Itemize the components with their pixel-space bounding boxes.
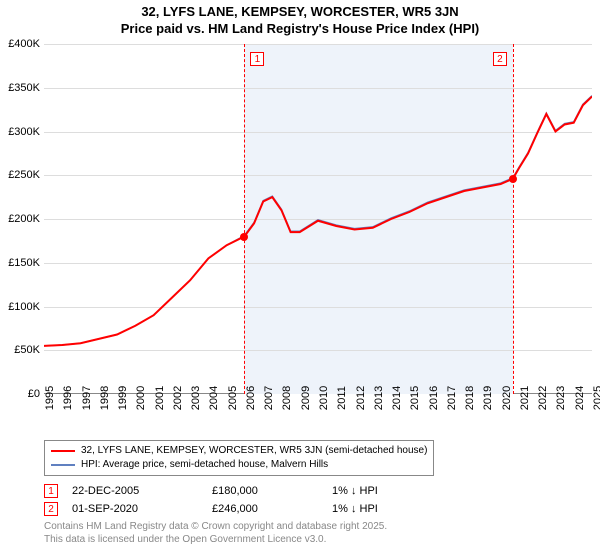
legend-label-property: 32, LYFS LANE, KEMPSEY, WORCESTER, WR5 3… [81,444,427,458]
x-tick-label: 1997 [81,386,93,410]
series-line-property [44,97,592,346]
event-marker-2: 2 [44,502,58,516]
chart-title-1: 32, LYFS LANE, KEMPSEY, WORCESTER, WR5 3… [0,4,600,21]
legend-swatch-hpi [51,464,75,466]
plot-region: 12 [44,44,592,394]
y-tick-label: £250K [8,169,40,181]
event-row-2: 2 01-SEP-2020 £246,000 1% ↓ HPI [44,502,592,516]
line-series-svg [44,44,592,394]
event-dot-2 [509,175,517,183]
event-marker-1: 1 [44,484,58,498]
y-tick-label: £0 [28,388,40,400]
event-marker-label-1: 1 [250,52,264,66]
event-price-2: £246,000 [212,503,332,515]
event-dot-1 [240,233,248,241]
chart-title-2: Price paid vs. HM Land Registry's House … [0,21,600,38]
x-tick-label: 2007 [263,386,275,410]
y-tick-label: £400K [8,38,40,50]
y-tick-label: £300K [8,126,40,138]
x-tick-label: 2018 [464,386,476,410]
x-tick-label: 2002 [172,386,184,410]
x-tick-label: 2005 [227,386,239,410]
x-tick-label: 2015 [409,386,421,410]
x-tick-label: 2001 [154,386,166,410]
x-tick-label: 1995 [44,386,56,410]
event-table: 1 22-DEC-2005 £180,000 1% ↓ HPI 2 01-SEP… [44,484,592,546]
y-tick-label: £200K [8,213,40,225]
event-marker-label-2: 2 [493,52,507,66]
legend-label-hpi: HPI: Average price, semi-detached house,… [81,458,328,472]
x-tick-label: 2025 [592,386,600,410]
x-tick-label: 2000 [135,386,147,410]
event-price-1: £180,000 [212,485,332,497]
event-vline-1 [244,44,245,394]
x-tick-label: 2011 [336,386,348,410]
footer-line-2: This data is licensed under the Open Gov… [44,533,592,546]
event-diff-1: 1% ↓ HPI [332,485,452,497]
x-tick-label: 1999 [117,386,129,410]
legend-row-hpi: HPI: Average price, semi-detached house,… [51,458,427,472]
y-tick-label: £50K [14,344,40,356]
x-tick-label: 2016 [428,386,440,410]
legend-area: 32, LYFS LANE, KEMPSEY, WORCESTER, WR5 3… [44,440,592,546]
x-tick-label: 2008 [281,386,293,410]
footer-line-1: Contains HM Land Registry data © Crown c… [44,520,592,533]
event-diff-2: 1% ↓ HPI [332,503,452,515]
x-tick-label: 2021 [519,386,531,410]
x-tick-label: 2020 [501,386,513,410]
x-tick-label: 1996 [62,386,74,410]
event-vline-2 [513,44,514,394]
x-tick-label: 2004 [208,386,220,410]
x-tick-label: 2010 [318,386,330,410]
x-tick-label: 1998 [99,386,111,410]
y-tick-label: £150K [8,257,40,269]
x-tick-label: 2013 [373,386,385,410]
x-tick-label: 2017 [446,386,458,410]
x-tick-label: 2009 [300,386,312,410]
x-tick-label: 2023 [555,386,567,410]
x-tick-label: 2003 [190,386,202,410]
legend-box: 32, LYFS LANE, KEMPSEY, WORCESTER, WR5 3… [44,440,434,476]
x-tick-label: 2019 [482,386,494,410]
x-tick-label: 2022 [537,386,549,410]
y-tick-label: £350K [8,82,40,94]
legend-swatch-property [51,450,75,452]
x-tick-label: 2006 [245,386,257,410]
footer-attribution: Contains HM Land Registry data © Crown c… [44,520,592,546]
event-row-1: 1 22-DEC-2005 £180,000 1% ↓ HPI [44,484,592,498]
event-date-2: 01-SEP-2020 [72,503,212,515]
chart-container: 32, LYFS LANE, KEMPSEY, WORCESTER, WR5 3… [0,0,600,560]
event-date-1: 22-DEC-2005 [72,485,212,497]
legend-row-property: 32, LYFS LANE, KEMPSEY, WORCESTER, WR5 3… [51,444,427,458]
chart-area: 12 £0£50K£100K£150K£200K£250K£300K£350K£… [44,44,592,424]
y-tick-label: £100K [8,301,40,313]
x-tick-label: 2012 [355,386,367,410]
x-tick-label: 2014 [391,386,403,410]
chart-titles: 32, LYFS LANE, KEMPSEY, WORCESTER, WR5 3… [0,0,600,38]
x-tick-label: 2024 [574,386,586,410]
